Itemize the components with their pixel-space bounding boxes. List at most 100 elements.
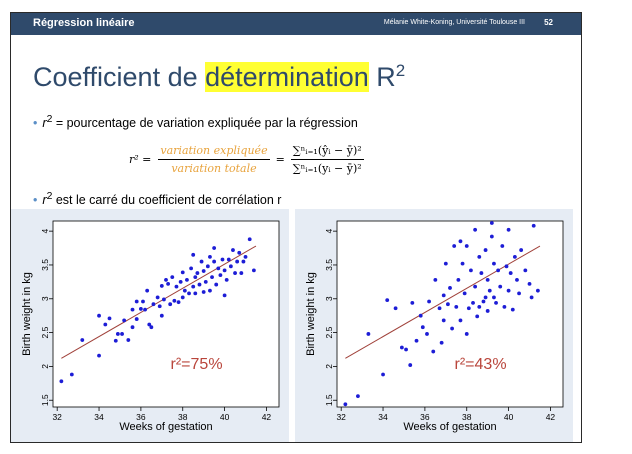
x-axis-label: Weeks of gestation bbox=[403, 421, 496, 433]
x-tick-label: 40 bbox=[504, 412, 514, 422]
y-tick-label: 3 bbox=[324, 296, 334, 301]
data-point bbox=[420, 325, 425, 330]
data-point bbox=[393, 306, 398, 311]
data-point bbox=[487, 288, 492, 293]
data-point bbox=[446, 302, 450, 307]
y-tick-label: 3.5 bbox=[40, 259, 50, 271]
data-point bbox=[157, 304, 162, 309]
data-point bbox=[506, 227, 511, 232]
data-point bbox=[231, 248, 235, 252]
data-point bbox=[182, 288, 187, 293]
data-point bbox=[143, 307, 147, 312]
data-point bbox=[185, 277, 189, 282]
bullet2-text: est le carré du coefficient de corrélati… bbox=[52, 193, 282, 208]
x-tick-label: 36 bbox=[420, 412, 430, 422]
data-point bbox=[485, 309, 490, 313]
data-point bbox=[115, 332, 120, 336]
data-point bbox=[195, 271, 200, 275]
data-point bbox=[107, 316, 112, 321]
data-point bbox=[178, 279, 183, 284]
heading-suffix: R bbox=[368, 62, 396, 92]
data-point bbox=[477, 254, 482, 259]
data-point bbox=[443, 261, 448, 266]
page-number: 52 bbox=[544, 18, 553, 27]
data-point bbox=[510, 307, 515, 312]
data-point bbox=[199, 259, 204, 264]
data-point bbox=[366, 332, 371, 336]
data-point bbox=[492, 261, 496, 266]
data-point bbox=[122, 318, 127, 323]
x-tick-label: 42 bbox=[262, 412, 272, 422]
data-point bbox=[214, 282, 219, 287]
data-point bbox=[159, 313, 164, 318]
formula-lhs: r² = bbox=[129, 152, 152, 166]
y-tick-label: 4 bbox=[40, 229, 50, 234]
bullet2-sup: 2 bbox=[46, 191, 53, 202]
data-point bbox=[410, 300, 415, 305]
data-point bbox=[523, 268, 528, 273]
data-point bbox=[381, 372, 385, 377]
data-point bbox=[172, 298, 177, 303]
data-point bbox=[485, 277, 490, 282]
data-point bbox=[425, 332, 429, 336]
data-point bbox=[477, 304, 482, 309]
data-point bbox=[473, 227, 478, 232]
data-point bbox=[243, 254, 248, 259]
data-point bbox=[494, 300, 498, 305]
bullet1-sup: 2 bbox=[46, 114, 53, 125]
data-point bbox=[203, 279, 208, 284]
data-point bbox=[492, 295, 496, 300]
data-point bbox=[460, 261, 465, 266]
data-point bbox=[529, 295, 534, 300]
y-tick-label: 2 bbox=[40, 364, 50, 369]
data-point bbox=[134, 299, 139, 304]
data-point bbox=[515, 277, 519, 282]
data-point bbox=[208, 254, 212, 259]
frac2-numerator: ∑ⁿᵢ₌₁(ŷᵢ − ȳ)² bbox=[290, 144, 364, 160]
data-point bbox=[174, 284, 179, 289]
y-tick-label: 3.5 bbox=[324, 259, 334, 271]
fit-line bbox=[61, 245, 257, 359]
data-point bbox=[427, 299, 431, 304]
data-point bbox=[235, 259, 240, 264]
data-point bbox=[149, 325, 154, 330]
data-point bbox=[162, 297, 166, 302]
data-point bbox=[504, 264, 509, 269]
data-point bbox=[498, 284, 503, 289]
data-point bbox=[535, 288, 540, 293]
data-point bbox=[201, 290, 206, 294]
data-point bbox=[439, 340, 444, 345]
scatter-panel-right: 32 34 36 38 40 42 1.5 2 2.5 3 3.5 4 Weeks of gestati… bbox=[295, 209, 573, 442]
data-point bbox=[489, 221, 494, 225]
bullet-dot: • bbox=[33, 116, 38, 131]
data-point bbox=[126, 338, 131, 342]
scatter-plot-43: 32 34 36 38 40 42 1.5 2 2.5 3 3.5 4 Weeks of gestati… bbox=[305, 220, 564, 433]
data-point bbox=[222, 293, 227, 298]
data-point bbox=[464, 332, 469, 336]
data-point bbox=[441, 293, 446, 298]
x-tick-label: 34 bbox=[378, 412, 388, 422]
heading-prefix: Coefficient de bbox=[33, 62, 206, 92]
header-title: Régression linéaire bbox=[33, 17, 135, 29]
data-point bbox=[466, 306, 471, 311]
y-tick-label: 2.5 bbox=[324, 326, 334, 338]
data-point bbox=[164, 277, 168, 282]
scatter-panel-left: 32 34 36 38 40 42 1.5 2 2.5 3 3.5 4 Weeks of gestati… bbox=[11, 209, 289, 442]
data-point bbox=[176, 300, 181, 305]
data-point bbox=[385, 298, 390, 303]
data-point bbox=[138, 307, 143, 311]
data-point bbox=[155, 295, 160, 300]
slide: Régression linéaire Mélanie White-Koning… bbox=[10, 12, 582, 443]
data-point bbox=[189, 266, 194, 271]
data-point bbox=[141, 299, 145, 304]
data-point bbox=[527, 282, 532, 286]
y-tick-label: 2 bbox=[324, 364, 334, 369]
data-point bbox=[208, 288, 212, 293]
data-point bbox=[519, 248, 524, 252]
data-point bbox=[224, 277, 229, 282]
data-point bbox=[151, 302, 156, 307]
data-point bbox=[233, 271, 237, 275]
data-point bbox=[441, 318, 446, 323]
y-tick-label: 1.5 bbox=[40, 394, 50, 406]
data-point bbox=[356, 394, 360, 399]
